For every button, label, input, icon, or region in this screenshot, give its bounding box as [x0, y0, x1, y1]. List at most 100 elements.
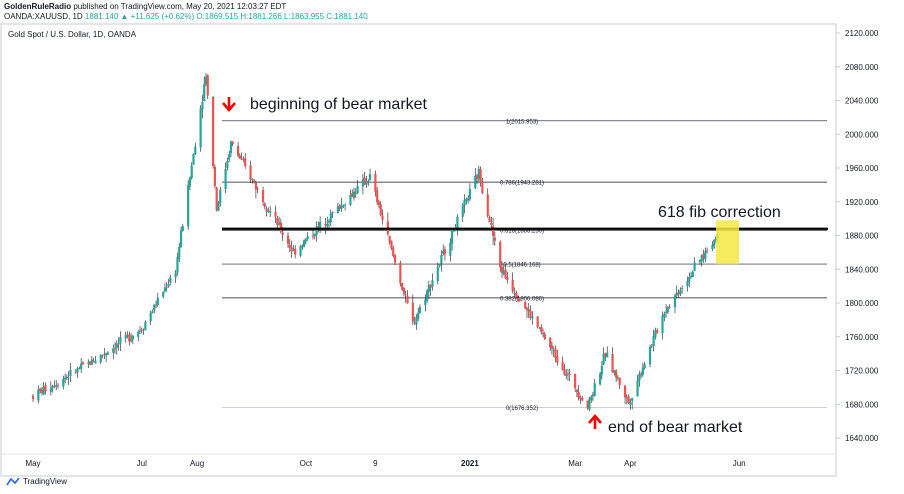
candle: [39, 388, 42, 394]
x-tick-label: Aug: [190, 459, 204, 468]
candle: [579, 395, 582, 404]
candle: [267, 207, 270, 213]
candle: [602, 347, 605, 366]
y-tick-label: 2000.000: [845, 130, 879, 139]
candle: [563, 363, 566, 376]
candle: [327, 219, 331, 229]
candle: [76, 366, 79, 378]
candle: [477, 165, 480, 182]
candle: [94, 355, 97, 364]
candle: [99, 354, 102, 365]
candle: [276, 215, 279, 229]
candle: [290, 240, 293, 258]
fib-level-label: 0.5(1846.168): [503, 263, 540, 269]
candle: [461, 203, 464, 223]
candle: [263, 202, 266, 210]
candle: [463, 194, 466, 214]
published-text: published on TradingView.com, May 20, 20…: [73, 2, 287, 11]
candle: [265, 206, 268, 217]
candle: [154, 300, 158, 309]
candle: [56, 382, 60, 389]
candle: [411, 294, 414, 325]
candle: [686, 276, 689, 292]
candle: [536, 315, 539, 329]
footer-brand: TradingView: [23, 477, 68, 486]
time-axis[interactable]: May Jul Aug Oct 9 2021 Mar Apr Jun: [25, 459, 745, 468]
candle: [37, 385, 40, 404]
candle: [561, 356, 564, 371]
candle: [666, 306, 669, 315]
price-axis[interactable]: 2120.000 2080.000 2040.000 2000.000 1960.000…: [836, 29, 879, 443]
candle: [129, 333, 133, 343]
candle: [317, 221, 320, 233]
candle: [199, 105, 202, 152]
annotation-end-bear: end of bear market: [608, 419, 743, 436]
candle: [566, 369, 570, 381]
candle: [390, 240, 393, 251]
candle: [652, 329, 655, 352]
tradingview-footer[interactable]: TradingView: [6, 477, 67, 486]
candle: [40, 387, 44, 396]
candle: [393, 254, 397, 265]
candle: [629, 399, 632, 410]
candle: [169, 274, 172, 286]
candle: [354, 188, 357, 198]
candle: [643, 361, 646, 370]
candle: [190, 162, 193, 180]
correction-highlight-box: [716, 220, 739, 265]
candle: [415, 314, 418, 330]
candle: [365, 176, 368, 188]
candle: [78, 366, 81, 370]
candle: [681, 285, 684, 294]
candle: [224, 162, 227, 194]
candle: [65, 374, 68, 381]
candle: [623, 385, 627, 404]
candle: [604, 352, 607, 362]
symbol-label: OANDA:XAUUSD, 1D: [4, 12, 83, 21]
candle: [367, 179, 370, 186]
candle: [454, 223, 457, 232]
candle: [713, 239, 716, 249]
candle: [376, 186, 379, 206]
candle: [399, 260, 402, 287]
y-tick-label: 1880.000: [845, 232, 879, 241]
candle: [349, 189, 352, 207]
candle: [663, 311, 666, 322]
candle: [554, 345, 557, 363]
candle: [311, 229, 315, 240]
fib-retracement[interactable]: 1(2015.953) 0.786(1943.281) 0.618(1886.230…: [222, 119, 827, 412]
candle: [242, 156, 245, 163]
candle: [488, 215, 491, 223]
candle: [165, 281, 168, 292]
candle: [404, 290, 407, 303]
close-value: C:1881.140: [326, 12, 368, 21]
candle: [591, 391, 595, 402]
candle: [69, 362, 72, 382]
candle: [142, 328, 145, 335]
candle: [479, 166, 482, 187]
x-tick-label: Jul: [137, 459, 147, 468]
candle: [342, 204, 345, 209]
candle: [112, 344, 115, 360]
candle: [679, 287, 682, 297]
candle: [438, 263, 441, 268]
y-tick-label: 1720.000: [845, 367, 879, 376]
candle: [174, 269, 177, 284]
candle: [363, 171, 366, 185]
candle: [450, 227, 454, 251]
candle: [467, 195, 470, 204]
candle: [711, 241, 714, 252]
y-tick-label: 1680.000: [845, 400, 879, 409]
candle: [138, 325, 142, 334]
candle: [181, 223, 184, 232]
candle: [374, 170, 377, 197]
candle: [144, 320, 147, 331]
annotations: beginning of bear market end of bear mark…: [222, 96, 828, 436]
fib-level-label: 0(1676.352): [506, 406, 538, 412]
candle: [201, 94, 204, 119]
candle: [700, 254, 703, 267]
candle: [552, 346, 555, 358]
candle: [581, 396, 584, 402]
candle: [217, 201, 220, 212]
